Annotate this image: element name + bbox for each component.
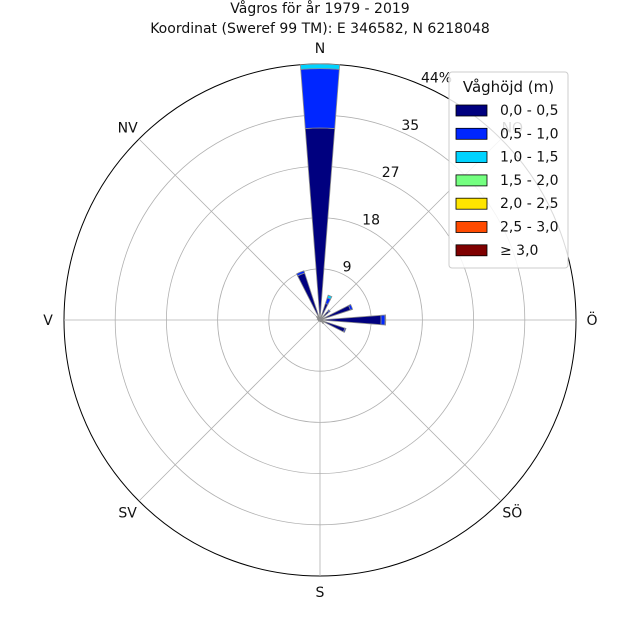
- bar-segment: [384, 314, 387, 326]
- bar-segment: [380, 314, 386, 326]
- grid-spoke: [138, 138, 321, 321]
- legend-swatch: [455, 174, 488, 187]
- direction-label: SV: [118, 505, 137, 521]
- bar-segment: [296, 270, 306, 277]
- legend: Våghöjd (m) 0,0 - 0,5 0,5 - 1,0 1,0 - 1,5 1…: [448, 71, 569, 269]
- direction-label: V: [43, 313, 53, 329]
- legend-frame: [448, 71, 569, 269]
- direction-label: N: [315, 41, 325, 57]
- chart-title: Vågros för år 1979 - 2019: [230, 0, 409, 17]
- legend-label: 2,5 - 3,0: [500, 220, 558, 236]
- legend-title: Våghöjd (m): [463, 78, 554, 96]
- direction-label: Ö: [586, 311, 597, 329]
- bar-segment: [348, 303, 354, 311]
- direction-label: NV: [118, 121, 138, 137]
- chart-subtitle: Koordinat (Sweref 99 TM): E 346582, N 62…: [150, 21, 490, 37]
- legend-items: 0,0 - 0,5 0,5 - 1,0 1,0 - 1,5 1,5 - 2,0 2,0 …: [455, 103, 558, 259]
- legend-swatch: [455, 244, 488, 257]
- legend-swatch: [455, 221, 488, 233]
- legend-label: 0,0 - 0,5: [500, 103, 558, 119]
- legend-swatch: [455, 151, 488, 164]
- bar-segment: [300, 68, 340, 129]
- radial-tick-label: 27: [382, 165, 400, 181]
- direction-label: SÖ: [502, 503, 522, 521]
- radial-tick-label: 35: [401, 118, 419, 134]
- bar-segment: [342, 327, 347, 333]
- bars-group: [296, 63, 387, 333]
- legend-label: 1,0 - 1,5: [500, 150, 558, 166]
- legend-label: 2,0 - 2,5: [500, 196, 558, 212]
- grid-spoke: [319, 319, 502, 502]
- radial-tick-label: 18: [362, 212, 380, 228]
- legend-label: ≥ 3,0: [500, 243, 538, 259]
- bar-segment: [327, 309, 331, 313]
- bar-segment: [326, 294, 333, 300]
- radial-tick-label: 44%: [421, 70, 452, 86]
- direction-label: S: [316, 585, 325, 601]
- radial-labels: 9 18 27 35 44%: [343, 70, 452, 275]
- legend-label: 1,5 - 2,0: [500, 173, 558, 189]
- legend-swatch: [455, 127, 488, 140]
- bar-segment: [299, 63, 341, 70]
- radial-tick-label: 9: [343, 260, 352, 276]
- legend-label: 0,5 - 1,0: [500, 126, 558, 142]
- legend-swatch: [455, 104, 488, 117]
- legend-swatch: [455, 197, 488, 210]
- grid-spoke: [138, 319, 321, 502]
